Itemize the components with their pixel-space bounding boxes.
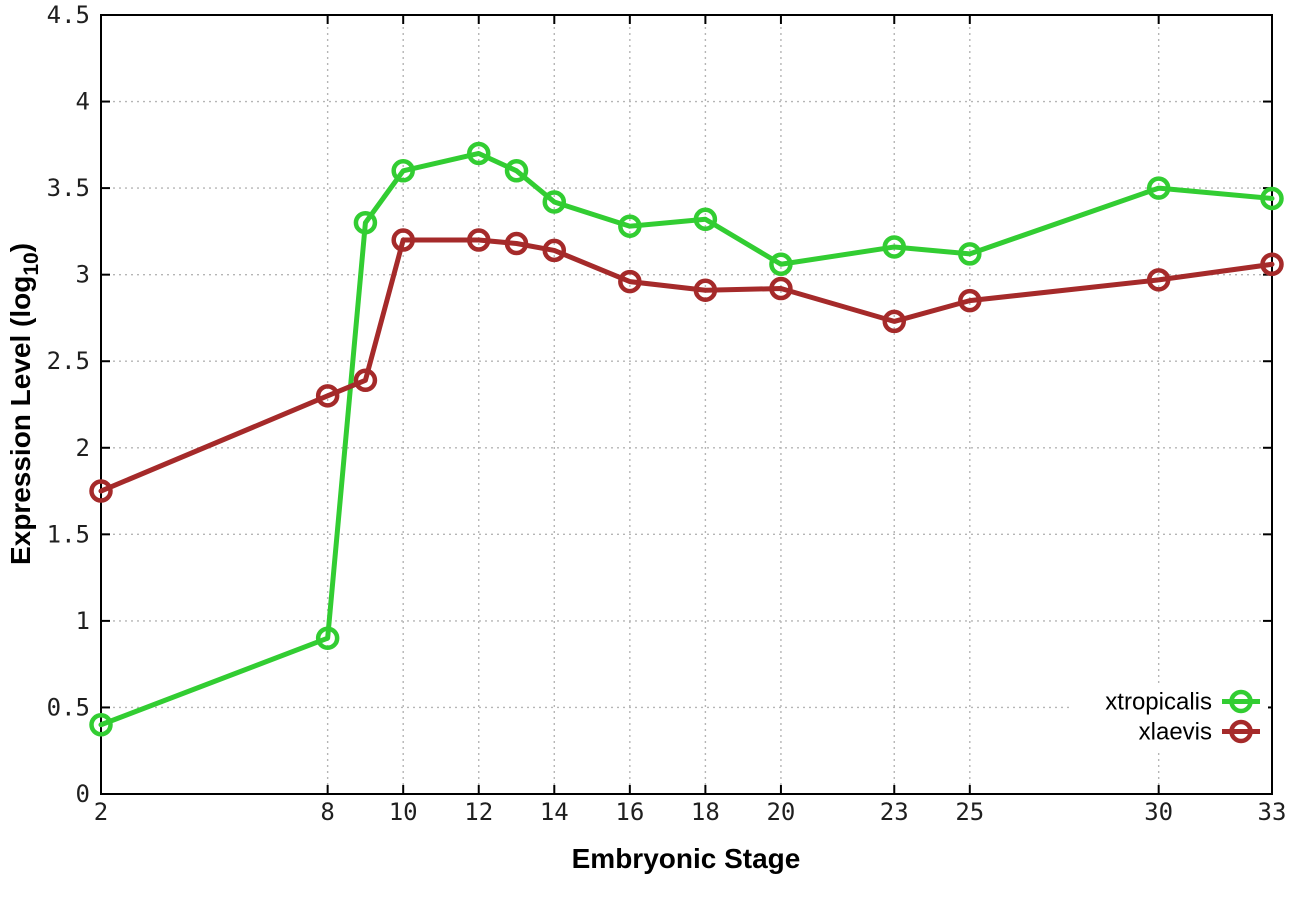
- x-axis-title: Embryonic Stage: [572, 843, 801, 874]
- x-tick-label-16: 16: [615, 798, 644, 826]
- data-point-xlaevis-8: [315, 384, 340, 408]
- data-point-xtropicalis-10: [391, 159, 415, 183]
- x-tick-label-33: 33: [1258, 798, 1287, 826]
- data-point-xlaevis-33: [1260, 252, 1284, 277]
- data-point-xtropicalis-12: [466, 141, 491, 166]
- x-tick-label-20: 20: [766, 798, 795, 826]
- y-tick-label-1.5: 1.5: [47, 520, 90, 548]
- y-axis-title-subscript: 10: [20, 252, 43, 275]
- plot-border: [100, 14, 1273, 795]
- y-tick-label-3: 3: [76, 261, 90, 289]
- data-series: [89, 141, 1284, 737]
- y-tick-label-2.5: 2.5: [47, 347, 90, 375]
- data-point-xtropicalis-23: [882, 235, 907, 259]
- data-point-xtropicalis-2: [89, 713, 113, 737]
- data-point-xlaevis-10: [391, 228, 415, 252]
- data-point-xtropicalis-33: [1260, 186, 1284, 211]
- data-point-xtropicalis-30: [1146, 176, 1171, 200]
- data-point-xlaevis-14: [542, 238, 567, 263]
- y-axis-title: Expression Level (log10): [5, 243, 43, 565]
- legend-label-xtropicalis: xtropicalis: [1105, 688, 1212, 715]
- y-tick-label-4.5: 4.5: [47, 1, 90, 29]
- data-point-xlaevis-20: [769, 276, 793, 301]
- legend: xtropicalis xlaevis: [1105, 688, 1260, 745]
- data-point-xtropicalis-9: [353, 210, 378, 235]
- data-point-xlaevis-12: [466, 228, 491, 252]
- series-line-xtropicalis: [98, 150, 1275, 728]
- y-axis-title-part: Expression Level (log: [5, 276, 36, 565]
- y-tick-label-1: 1: [76, 607, 90, 635]
- data-point-xlaevis-25: [958, 288, 982, 313]
- x-tick-label-2: 2: [94, 798, 108, 826]
- data-point-xtropicalis-20: [769, 252, 793, 277]
- data-point-xtropicalis-8: [315, 626, 340, 650]
- gridlines: [100, 14, 1273, 795]
- y-axis-title-part: ): [5, 243, 36, 252]
- series-line-xlaevis: [98, 237, 1275, 494]
- x-tick-label-8: 8: [320, 798, 334, 826]
- data-point-xlaevis-13: [504, 231, 529, 256]
- legend-sample-marker-xtropicalis: [1229, 689, 1253, 714]
- y-tick-label-4: 4: [76, 88, 90, 116]
- x-tick-label-18: 18: [691, 798, 720, 826]
- axes-border: [100, 14, 1273, 795]
- y-tick-label-0.5: 0.5: [47, 693, 90, 721]
- y-tick-label-2: 2: [76, 434, 90, 462]
- data-point-xtropicalis-16: [618, 214, 642, 238]
- data-point-xtropicalis-13: [504, 159, 529, 183]
- y-tick-label-3.5: 3.5: [47, 174, 90, 202]
- x-tick-label-14: 14: [540, 798, 569, 826]
- data-point-xlaevis-18: [693, 278, 718, 302]
- data-point-xlaevis-23: [882, 309, 907, 334]
- x-tick-label-12: 12: [464, 798, 493, 826]
- y-tick-label-0: 0: [76, 780, 90, 808]
- tick-labels: 2 8 10 12 14 16 18 20 23 25 30 33 0 0.5 1 1.5 2 2.5 3 3.5 4 4…: [47, 1, 1287, 826]
- legend-label-xlaevis: xlaevis: [1139, 718, 1212, 745]
- x-tick-label-23: 23: [880, 798, 909, 826]
- x-tick-label-30: 30: [1144, 798, 1173, 826]
- data-point-xtropicalis-25: [958, 242, 982, 266]
- data-point-xtropicalis-18: [693, 207, 718, 232]
- data-point-xlaevis-30: [1146, 268, 1171, 292]
- x-tick-label-10: 10: [389, 798, 418, 826]
- data-point-xlaevis-16: [618, 269, 642, 294]
- data-point-xlaevis-9: [353, 368, 378, 393]
- legend-sample-marker-xlaevis: [1229, 719, 1253, 744]
- x-tick-label-25: 25: [955, 798, 984, 826]
- data-point-xtropicalis-14: [542, 190, 567, 214]
- data-point-xlaevis-2: [89, 479, 113, 503]
